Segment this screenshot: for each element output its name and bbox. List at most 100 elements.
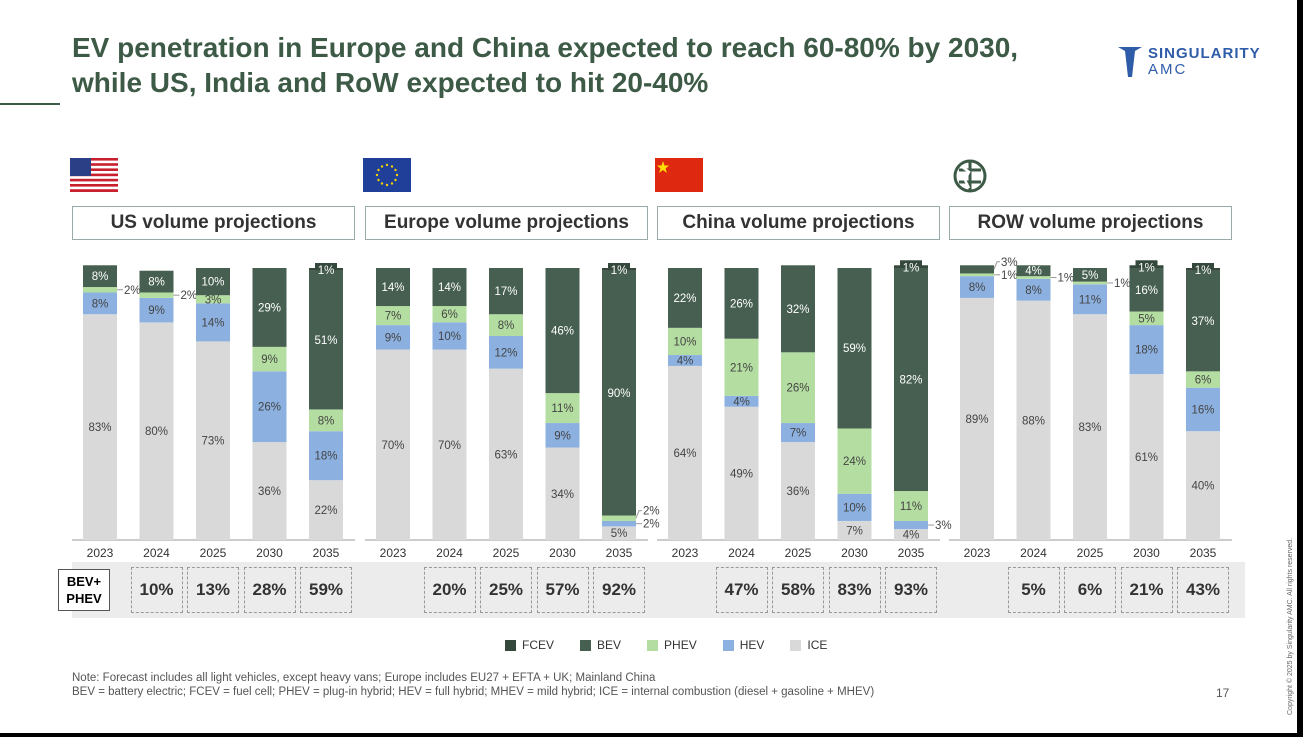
bar-stack: 70% 10% 6% 14%	[432, 268, 467, 540]
bar-segment-hev	[83, 292, 117, 315]
bar-segment-ice	[252, 442, 287, 540]
legend-swatch	[722, 639, 734, 651]
bev-phev-share: 6%	[1064, 567, 1116, 613]
x-tick-label: 2025	[1077, 546, 1104, 560]
panel-title: China volume projections	[657, 206, 940, 240]
bar-segment-phev	[724, 338, 759, 396]
bar-segment-hev	[837, 493, 872, 521]
data-label: 7%	[385, 311, 402, 323]
data-label: 5%	[611, 528, 628, 540]
bar-segment-bev	[1129, 268, 1164, 312]
bar-stack: 63% 12% 8% 17%	[489, 268, 523, 540]
bar-stack: 73% 14% 3% 10%	[196, 268, 230, 540]
bev-phev-share: 83%	[828, 567, 881, 613]
bar-segment-bev	[309, 270, 343, 410]
bev-phev-share: 47%	[715, 567, 768, 613]
bar-segment-hev	[545, 423, 580, 448]
bev-phev-share: 59%	[300, 567, 352, 613]
data-label: 49%	[730, 468, 753, 480]
bev-phev-label: BEV+ PHEV	[58, 569, 110, 611]
x-tick-label: 2025	[493, 546, 520, 560]
bar-segment-ice	[837, 520, 872, 540]
panel-title: US volume projections	[72, 206, 355, 240]
data-label: 4%	[677, 355, 694, 367]
bar-segment-bev	[724, 268, 759, 339]
bev-phev-share: 10%	[130, 567, 183, 613]
slide-title: EV penetration in Europe and China expec…	[72, 32, 1019, 98]
data-label: 10%	[201, 277, 224, 289]
bar-stack: 80% 9% 2% 8%	[139, 270, 197, 540]
x-tick-label: 2024	[436, 546, 463, 560]
legend-swatch	[580, 639, 592, 651]
data-label: 34%	[551, 489, 574, 501]
data-label: 1%	[1001, 270, 1018, 282]
bar-segment-bev	[602, 270, 636, 516]
bev-phev-share: 21%	[1120, 567, 1173, 613]
data-label: 61%	[1135, 452, 1158, 464]
data-label: 16%	[1191, 404, 1214, 416]
x-tick-label: 2024	[728, 546, 755, 560]
bev-phev-share: 20%	[423, 567, 476, 613]
bar-segment-hev	[602, 520, 636, 527]
logo: SINGULARITY AMC	[1118, 46, 1261, 78]
bar-segment-bev	[376, 268, 410, 307]
bar-segment-bev	[1186, 270, 1220, 372]
legend-label: FCEV	[522, 638, 555, 652]
data-label: 8%	[1025, 285, 1042, 297]
legend-phev: PHEV	[647, 638, 697, 652]
bar-segment-bev	[196, 268, 230, 296]
data-label: 2%	[643, 519, 660, 531]
bar-segment-hev	[139, 297, 174, 323]
data-label: 24%	[843, 456, 866, 468]
bar-segment-bev	[960, 265, 994, 274]
bar-segment-ice	[894, 529, 928, 540]
bar-segment-phev	[309, 409, 343, 432]
us-flag-icon	[70, 158, 118, 192]
data-label: 12%	[494, 347, 517, 359]
stacked-bar-charts: 83% 8% 2% 8% 2023 80% 9% 2% 8% 2024 73% 14% 3% 10% 202…	[72, 257, 1232, 560]
data-label: 9%	[554, 430, 571, 442]
bar-segment-hev	[196, 303, 230, 342]
x-tick-label: 2025	[200, 546, 227, 560]
data-label: 8%	[318, 415, 335, 427]
data-label: 10%	[843, 502, 866, 514]
bar-segment-ice	[1073, 314, 1107, 540]
bar-segment-hev	[489, 336, 523, 369]
legend-hev: HEV	[722, 638, 764, 652]
bar-stack: 61% 18% 5% 16% 1%	[1129, 260, 1164, 540]
bar-segment-phev	[602, 515, 636, 521]
logo-mark-icon	[1118, 47, 1142, 77]
bar-segment-bev	[432, 268, 467, 307]
bar-stack: 34% 9% 11% 46%	[545, 268, 580, 540]
data-label: 22%	[673, 293, 696, 305]
data-label: 70%	[438, 440, 461, 452]
data-label: 82%	[899, 375, 922, 387]
legend-swatch	[505, 639, 516, 651]
data-label: 4%	[903, 530, 920, 542]
bar-stack: 4% 3% 11% 82% 1%	[894, 260, 952, 542]
bar-segment-bev	[83, 265, 117, 288]
bar-segment-hev	[724, 395, 759, 407]
x-tick-label: 2030	[1133, 546, 1160, 560]
bar-segment-phev	[894, 491, 928, 521]
bar-segment-ice	[602, 526, 636, 540]
data-label: 11%	[551, 403, 573, 415]
bar-segment-phev	[1073, 281, 1107, 285]
x-tick-label: 2035	[1190, 546, 1217, 560]
data-label: 18%	[1135, 345, 1158, 357]
bar-stack: 36% 26% 9% 29%	[252, 268, 287, 540]
data-label: 8%	[498, 320, 515, 332]
legend-label: PHEV	[664, 638, 697, 652]
data-label: 6%	[441, 309, 458, 321]
data-label: 8%	[92, 298, 109, 310]
fcev-label-bg	[1135, 260, 1158, 268]
data-label: 88%	[1022, 415, 1045, 427]
data-label: 83%	[88, 422, 111, 434]
bar-stack: 64% 4% 10% 22%	[668, 268, 702, 540]
x-tick-label: 2030	[841, 546, 868, 560]
bar-stack: 89% 8% 1%3%	[960, 257, 1018, 540]
x-tick-label: 2024	[143, 546, 170, 560]
legend: FCEV BEV PHEV HEV ICE	[505, 638, 827, 652]
footnote: Note: Forecast includes all light vehicl…	[72, 672, 656, 684]
